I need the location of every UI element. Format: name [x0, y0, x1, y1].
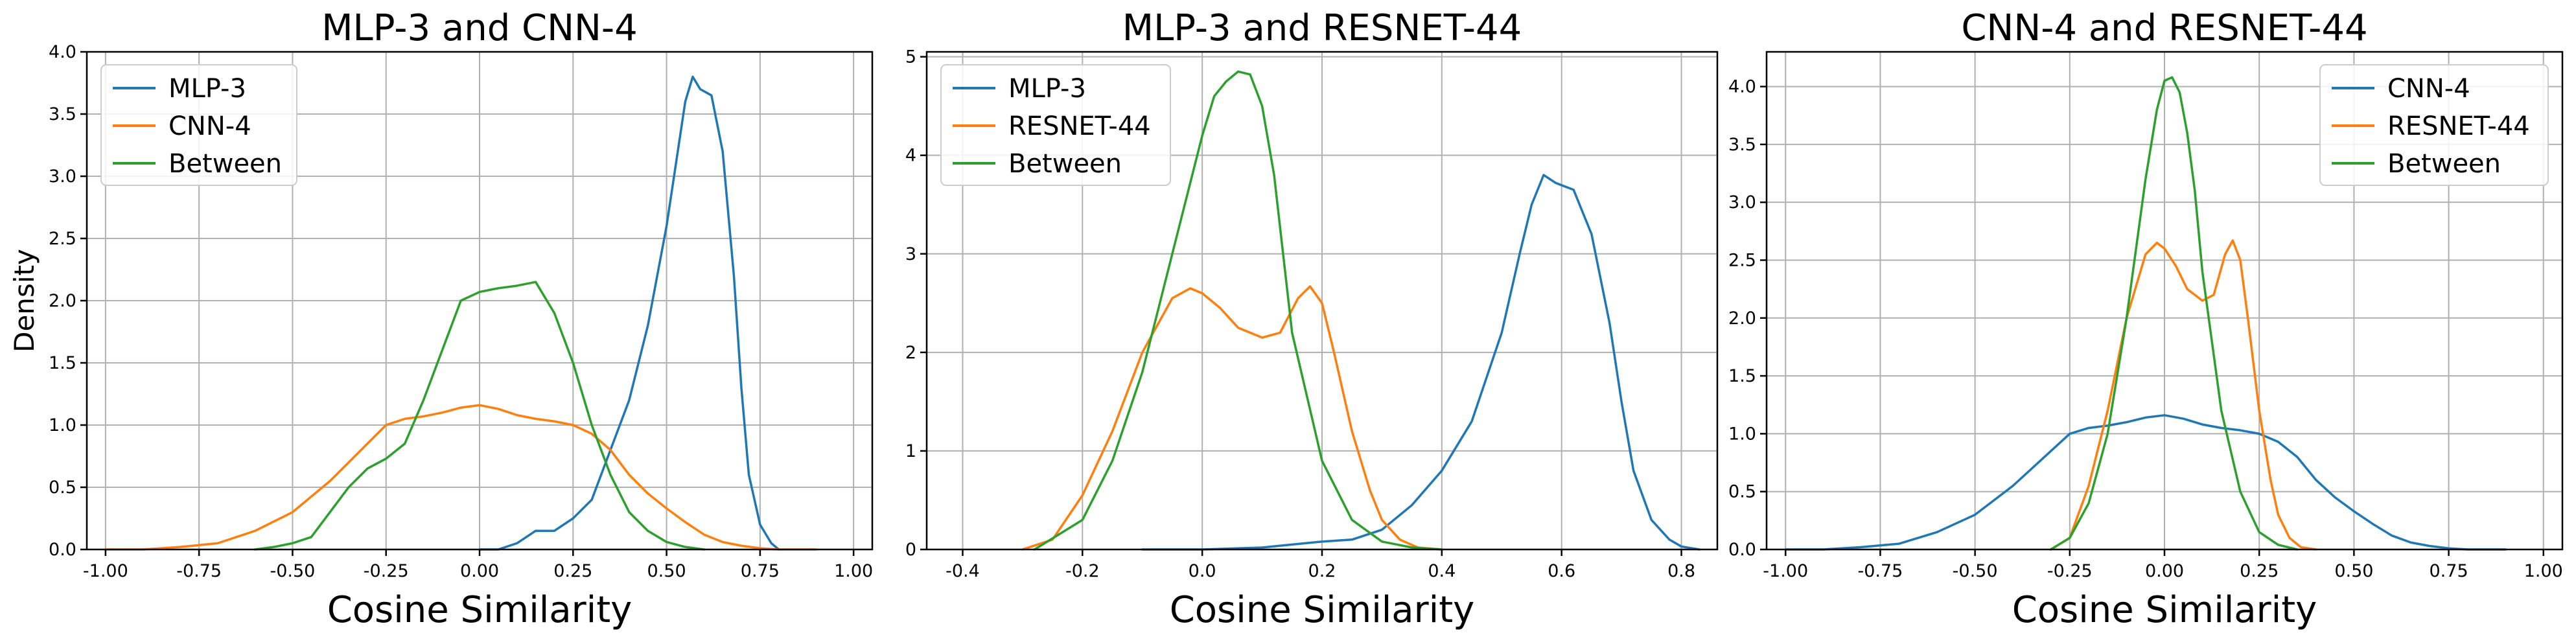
series-line-resnet-44	[1021, 285, 1443, 551]
chart-title: MLP-3 and RESNET-44	[1122, 7, 1522, 49]
legend-label: Between	[168, 149, 282, 179]
chart-title: CNN-4 and RESNET-44	[1961, 7, 2367, 49]
legend: MLP-3 RESNET-44 Between	[940, 64, 1171, 186]
y-tick-label: 1.0	[49, 415, 76, 435]
y-tick-label: 1.5	[1728, 366, 1756, 386]
series-line-between	[2049, 76, 2299, 551]
x-tick-label: 0.50	[2334, 561, 2373, 581]
y-tick-label: 2.5	[1728, 250, 1756, 270]
x-tick-label: 0.50	[647, 561, 686, 581]
y-tick-label: 0.5	[1728, 482, 1756, 502]
x-tick-label: -0.25	[364, 561, 409, 581]
legend-label: CNN-4	[168, 111, 251, 141]
chart-panel-1: -1.00 -0.75 -0.50 -0.25 0.00 0.25 0.50 0.75 1.00…	[8, 7, 874, 631]
legend-box	[100, 64, 297, 186]
x-tick-label: 0.4	[1428, 561, 1456, 581]
x-tick-label: -0.75	[1857, 561, 1903, 581]
y-tick-label: 1.5	[49, 353, 76, 373]
legend-box	[2319, 64, 2549, 186]
y-tick-label: 1.0	[1728, 424, 1756, 444]
legend-label: MLP-3	[168, 74, 246, 104]
series-line-mlp-3	[478, 75, 780, 551]
x-tick-label: 0.00	[2145, 561, 2184, 581]
chart-panel-2: -0.4 -0.2 0.0 0.2 0.4 0.6 0.8 0 1 2 3 4 5 MLP-3 and R…	[905, 7, 1719, 631]
y-tick-label: 0.0	[49, 540, 76, 560]
series-line-cnn-4	[1784, 414, 2507, 551]
y-tick-label: 3.0	[49, 167, 76, 187]
legend-label: CNN-4	[2387, 74, 2470, 104]
x-axis-label: Cosine Similarity	[2012, 589, 2317, 631]
x-tick-label: 0.8	[1667, 561, 1695, 581]
y-tick-label: 0	[905, 540, 916, 560]
y-tick-label: 0.0	[1728, 540, 1756, 560]
y-tick-label: 4.0	[1728, 77, 1756, 97]
legend-label: RESNET-44	[2387, 111, 2530, 141]
y-tick-label: 3	[905, 244, 916, 264]
series-line-resnet-44	[2049, 239, 2317, 551]
legend: MLP-3 CNN-4 Between	[100, 64, 297, 186]
series-line-mlp-3	[1141, 174, 1701, 551]
y-tick-label: 0.5	[49, 478, 76, 498]
chart-title: MLP-3 and CNN-4	[321, 7, 638, 49]
x-tick-label: -0.4	[946, 561, 980, 581]
x-tick-label: 0.25	[553, 561, 592, 581]
legend-box	[940, 64, 1171, 186]
x-tick-label: -1.00	[83, 561, 128, 581]
x-tick-label: 0.00	[460, 561, 499, 581]
x-tick-label: 1.00	[2524, 561, 2563, 581]
y-tick-label: 3.5	[49, 104, 76, 124]
chart-panel-3: -1.00 -0.75 -0.50 -0.25 0.00 0.25 0.50 0.75 1.00…	[1728, 7, 2564, 631]
legend: CNN-4 RESNET-44 Between	[2319, 64, 2549, 186]
y-tick-label: 3.0	[1728, 192, 1756, 213]
y-tick-label: 2.0	[49, 291, 76, 311]
x-tick-label: -0.50	[1953, 561, 1998, 581]
y-tick-label: 1	[905, 441, 916, 461]
y-tick-label: 3.5	[1728, 135, 1756, 155]
x-tick-label: 1.00	[834, 561, 873, 581]
series-line-between	[1033, 70, 1443, 551]
y-tick-label: 2.5	[49, 229, 76, 249]
x-axis-label: Cosine Similarity	[327, 589, 632, 631]
y-tick-label: 4.0	[49, 42, 76, 62]
x-tick-label: 0.25	[2240, 561, 2279, 581]
x-tick-label: -1.00	[1763, 561, 1808, 581]
x-tick-label: 0.75	[2430, 561, 2468, 581]
series-line-cnn-4	[104, 404, 818, 551]
legend-label: Between	[2387, 149, 2501, 179]
legend-label: MLP-3	[1008, 74, 1086, 104]
x-tick-label: 0.2	[1308, 561, 1336, 581]
series-line-between	[253, 281, 706, 551]
x-tick-label: 0.6	[1548, 561, 1575, 581]
x-tick-label: -0.50	[270, 561, 315, 581]
y-tick-label: 4	[905, 146, 916, 166]
legend-label: RESNET-44	[1008, 111, 1151, 141]
x-tick-label: -0.25	[2047, 561, 2093, 581]
x-tick-label: -0.2	[1065, 561, 1100, 581]
y-tick-label: 2	[905, 343, 916, 363]
y-tick-label: 5	[905, 47, 916, 67]
x-tick-label: 0.0	[1189, 561, 1216, 581]
y-axis-label: Density	[8, 249, 40, 352]
legend-label: Between	[1008, 149, 1122, 179]
x-tick-label: 0.75	[741, 561, 780, 581]
y-tick-label: 2.0	[1728, 308, 1756, 329]
x-axis-label: Cosine Similarity	[1170, 589, 1475, 631]
x-tick-label: -0.75	[176, 561, 222, 581]
